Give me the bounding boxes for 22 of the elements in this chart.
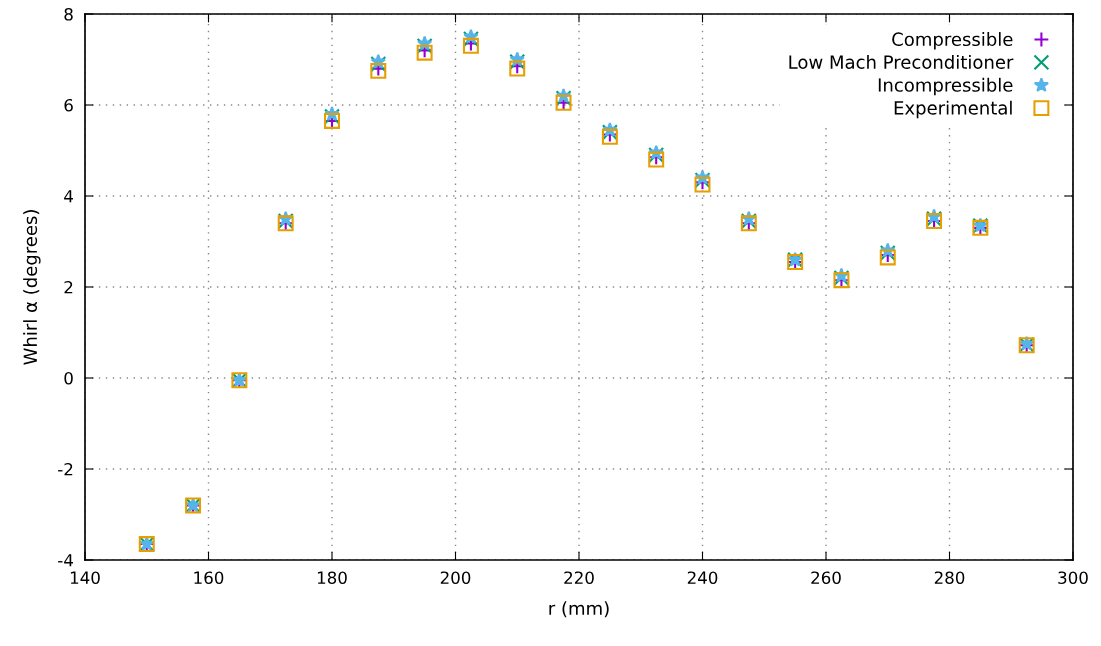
y-tick-label: 4 — [64, 190, 73, 203]
y-tick-label: 8 — [64, 7, 73, 21]
x-tick-label: 200 — [440, 571, 471, 585]
legend-label: Low Mach Preconditioner — [789, 54, 1014, 69]
x-tick-label: 260 — [811, 571, 841, 585]
x-tick-label: 240 — [687, 571, 718, 585]
x-tick-label: 140 — [70, 571, 100, 585]
y-tick-label: -2 — [58, 462, 73, 476]
legend-label: Compressible — [892, 32, 1013, 50]
x-tick-label: 180 — [317, 571, 347, 585]
y-axis-title: Whirl α (degrees) — [23, 210, 41, 365]
x-tick-label: 160 — [194, 571, 224, 585]
legend-label: Experimental — [894, 100, 1012, 119]
x-tick-label: 300 — [1058, 571, 1088, 585]
x-tick-label: 220 — [564, 571, 594, 585]
x-tick-label: 280 — [934, 571, 965, 585]
y-tick-label: 6 — [64, 98, 73, 112]
y-tick-label: 0 — [64, 371, 73, 385]
legend-label: Incompressible — [878, 77, 1013, 96]
y-tick-label: 2 — [64, 280, 73, 294]
x-axis-title: r (mm) — [549, 601, 609, 618]
y-tick-label: -4 — [58, 554, 73, 567]
